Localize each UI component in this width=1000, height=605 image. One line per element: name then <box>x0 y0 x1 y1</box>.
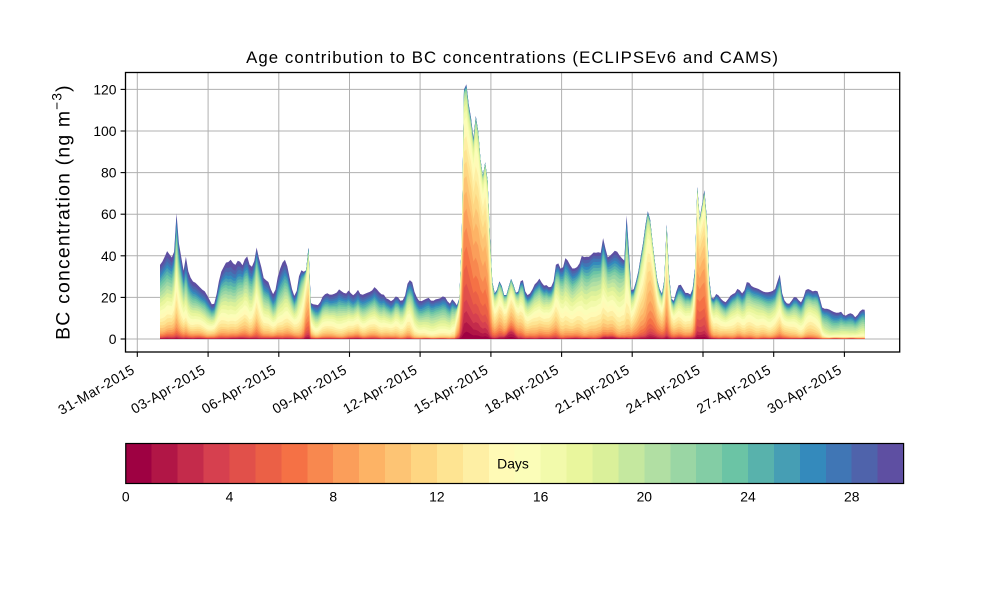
svg-text:120: 120 <box>93 81 116 97</box>
svg-text:8: 8 <box>329 489 337 505</box>
svg-text:0: 0 <box>109 331 117 347</box>
svg-text:0: 0 <box>122 489 130 505</box>
svg-text:Days: Days <box>497 456 529 472</box>
svg-text:24: 24 <box>740 489 756 505</box>
svg-text:BC concentration (ng m−3): BC concentration (ng m−3) <box>50 84 75 340</box>
svg-text:28: 28 <box>844 489 860 505</box>
svg-text:20: 20 <box>101 289 117 305</box>
svg-text:80: 80 <box>101 165 117 181</box>
svg-text:4: 4 <box>226 489 234 505</box>
svg-text:16: 16 <box>533 489 549 505</box>
svg-text:20: 20 <box>637 489 653 505</box>
svg-text:60: 60 <box>101 206 117 222</box>
svg-text:100: 100 <box>93 123 116 139</box>
svg-text:12: 12 <box>429 489 445 505</box>
svg-text:Age contribution to BC concent: Age contribution to BC concentrations (E… <box>246 48 779 67</box>
svg-text:40: 40 <box>101 248 117 264</box>
